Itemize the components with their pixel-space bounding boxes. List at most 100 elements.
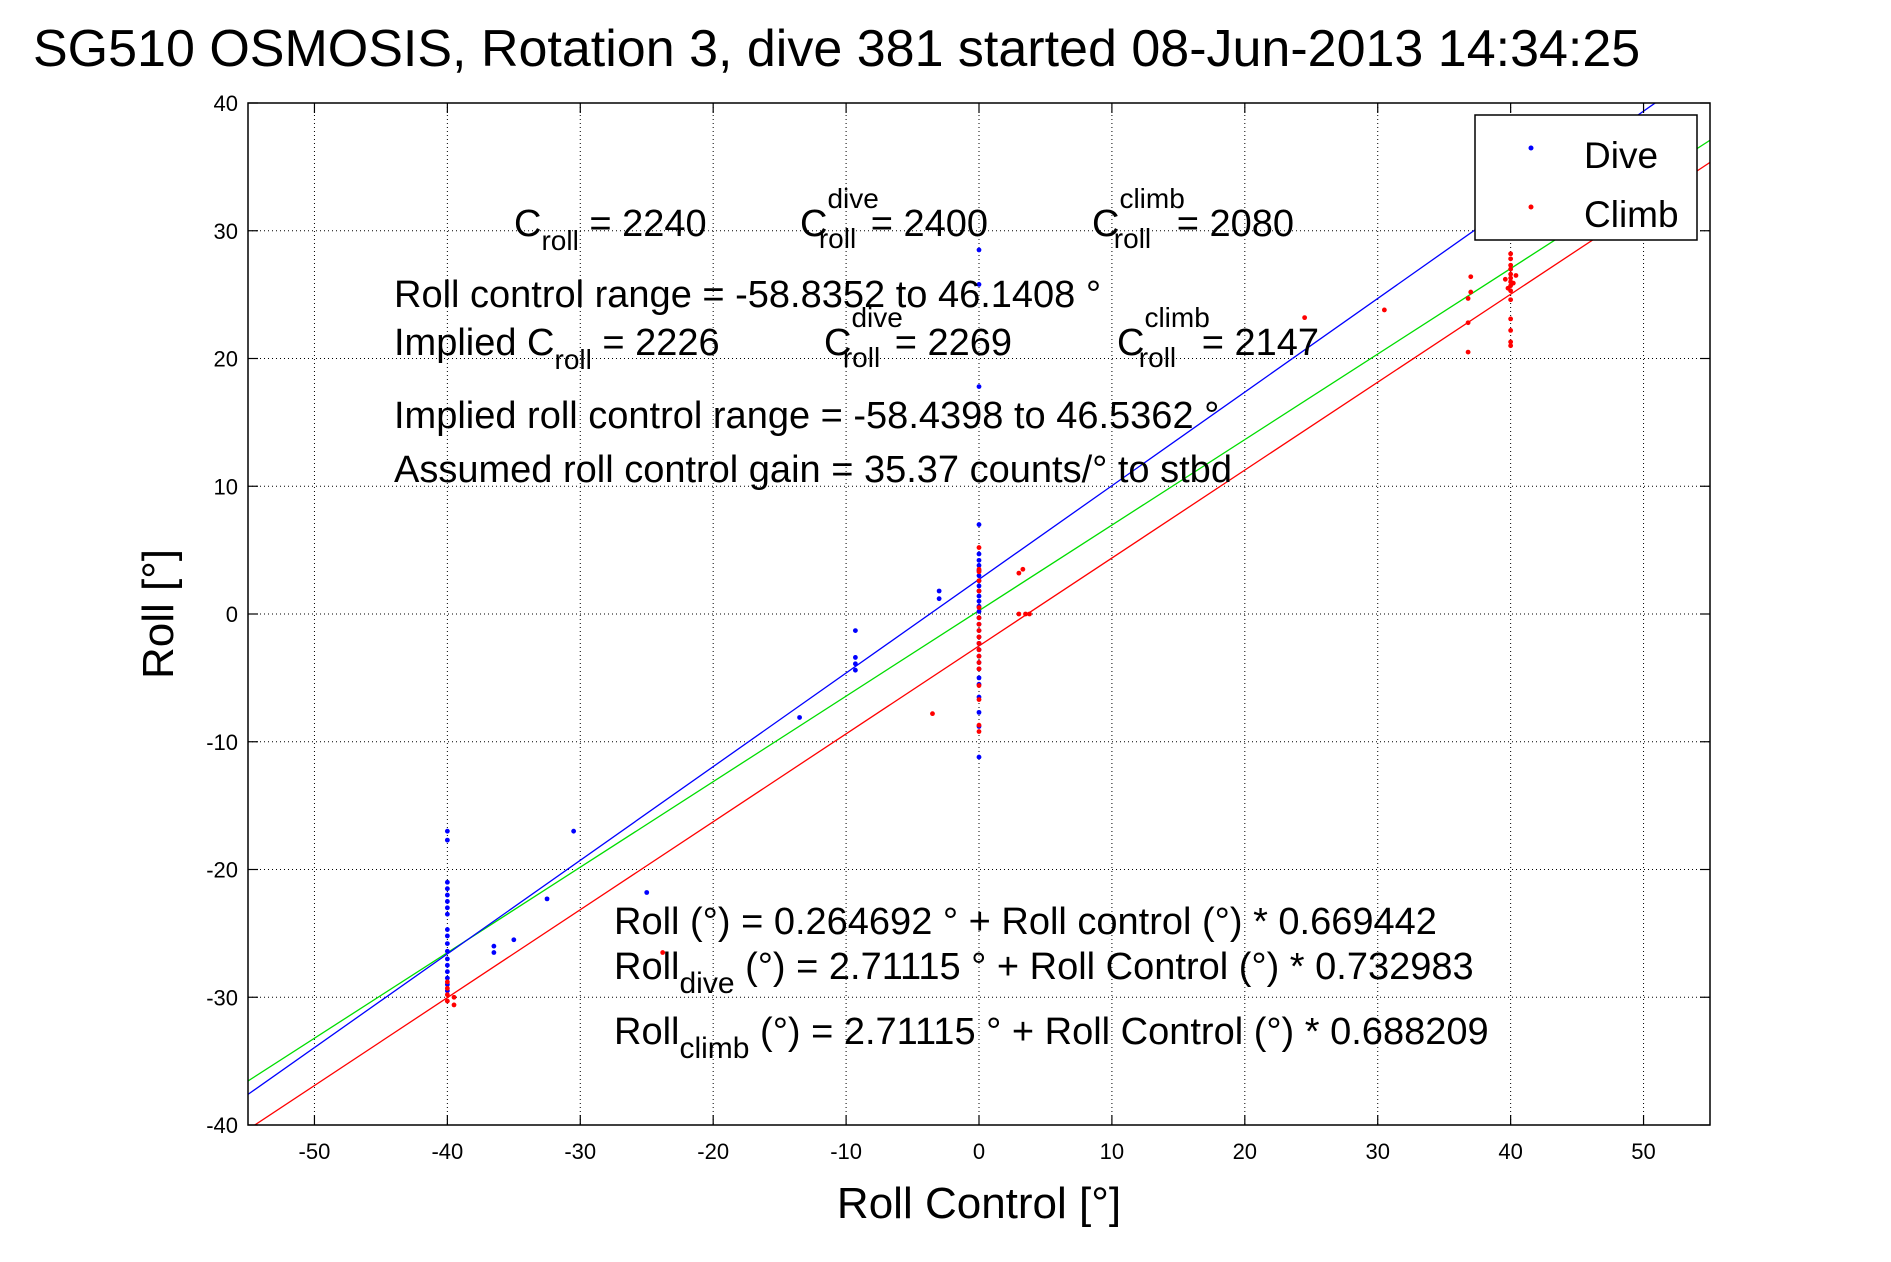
y-tick-label: -40 <box>206 1113 238 1138</box>
point-dive <box>444 927 450 932</box>
point-climb <box>1508 339 1514 345</box>
point-dive <box>976 609 982 614</box>
y-tick-label: -20 <box>206 858 238 883</box>
y-axis-label: Roll [°] <box>134 549 183 679</box>
point-climb <box>1508 256 1514 262</box>
point-dive <box>976 384 982 390</box>
point-climb <box>1508 251 1514 257</box>
point-dive <box>491 950 497 955</box>
point-climb <box>1465 349 1471 355</box>
point-climb <box>660 950 666 955</box>
point-dive <box>976 551 982 557</box>
point-dive <box>444 911 450 917</box>
point-climb <box>444 998 450 1004</box>
point-climb <box>444 979 450 985</box>
point-dive <box>444 975 450 981</box>
point-climb <box>1508 266 1514 272</box>
point-dive <box>976 593 982 599</box>
legend-marker-climb <box>1528 204 1534 210</box>
point-dive <box>852 628 858 634</box>
point-climb <box>1508 343 1514 349</box>
point-climb <box>976 588 982 594</box>
point-climb <box>1027 611 1032 617</box>
point-climb <box>1508 275 1514 281</box>
x-tick-label: 10 <box>1100 1139 1124 1164</box>
point-dive <box>852 655 858 660</box>
point-climb <box>976 569 982 575</box>
point-dive <box>444 879 450 885</box>
point-climb <box>1508 297 1514 303</box>
point-dive <box>544 896 550 902</box>
point-climb <box>976 578 982 584</box>
point-climb <box>1508 316 1514 322</box>
point-climb <box>1381 307 1387 313</box>
point-climb <box>976 628 982 634</box>
point-climb <box>976 697 982 702</box>
chart-title: SG510 OSMOSIS, Rotation 3, dive 381 star… <box>33 20 1640 78</box>
point-climb <box>444 992 450 998</box>
x-tick-label: 20 <box>1233 1139 1257 1164</box>
point-climb <box>976 634 982 640</box>
point-dive <box>976 522 982 527</box>
point-climb <box>1508 262 1514 268</box>
point-climb <box>976 621 982 627</box>
point-climb <box>976 615 982 621</box>
equation-climb: Rollclimb (°) = 2.71115 ° + Roll Control… <box>614 1011 1489 1065</box>
point-dive <box>797 715 802 720</box>
point-climb <box>976 545 982 550</box>
point-climb <box>444 985 450 991</box>
x-axis-label: Roll Control [°] <box>837 1179 1121 1228</box>
point-climb <box>1468 289 1474 295</box>
point-dive <box>444 837 450 843</box>
point-climb <box>1465 296 1471 301</box>
point-dive <box>976 557 982 563</box>
point-climb <box>1020 566 1026 572</box>
y-tick-label: 10 <box>214 474 238 499</box>
point-dive <box>976 583 982 589</box>
point-dive <box>936 596 942 602</box>
legend-dive: Dive <box>1584 135 1658 176</box>
point-climb <box>1465 320 1471 326</box>
x-tick-label: 50 <box>1631 1139 1655 1164</box>
point-climb <box>976 605 982 611</box>
legend: Dive Climb <box>1474 114 1698 241</box>
x-tick-label: -50 <box>299 1139 331 1164</box>
point-climb <box>1508 271 1514 277</box>
point-dive <box>444 969 450 975</box>
point-climb <box>976 660 982 665</box>
annotations: Croll = 2240 Cdive roll = 2400 Cclimb roll… <box>394 183 1489 1065</box>
x-tick-label: 0 <box>973 1139 985 1164</box>
point-dive <box>444 892 450 898</box>
data-points <box>444 247 1519 1008</box>
point-dive <box>444 905 450 911</box>
point-dive <box>976 675 982 681</box>
point-climb <box>451 994 457 1000</box>
legend-marker-dive <box>1528 145 1534 151</box>
legend-box <box>1474 114 1698 241</box>
x-tick-label: -20 <box>697 1139 729 1164</box>
roll-control-range: Roll control range = -58.8352 to 46.1408… <box>394 274 1101 316</box>
point-climb <box>1468 274 1474 280</box>
x-tick-label: -40 <box>431 1139 463 1164</box>
point-dive <box>444 828 450 834</box>
point-dive <box>444 886 450 892</box>
point-dive <box>976 247 982 253</box>
point-climb <box>976 666 982 672</box>
point-climb <box>1508 327 1514 333</box>
point-dive <box>976 709 982 715</box>
cclimb-label: Cclimb roll = 2080 <box>1092 183 1294 254</box>
point-dive <box>571 828 577 834</box>
point-climb <box>1510 280 1516 286</box>
point-dive <box>852 667 858 673</box>
point-climb <box>1502 276 1508 282</box>
point-climb <box>976 640 982 646</box>
y-tick-label: 0 <box>226 602 238 627</box>
legend-climb: Climb <box>1584 194 1679 235</box>
point-dive <box>852 661 858 667</box>
point-climb <box>976 729 982 734</box>
point-climb <box>1016 570 1022 576</box>
point-climb <box>1505 285 1511 291</box>
y-tick-label: -10 <box>206 730 238 755</box>
point-dive <box>976 598 982 604</box>
